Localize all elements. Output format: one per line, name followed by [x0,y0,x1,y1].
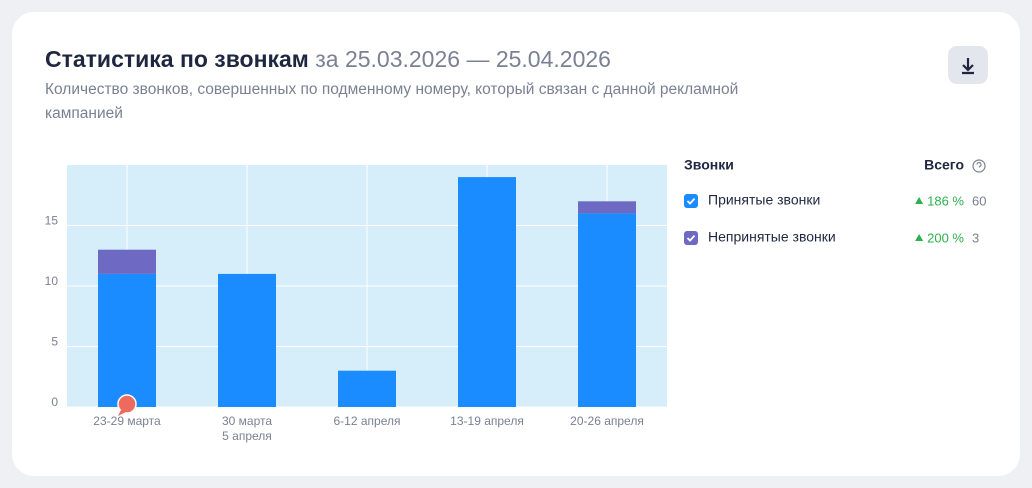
download-icon [962,58,974,75]
x-tick-label: 20-26 апреля [570,414,644,428]
x-tick-label: 5 апреля [222,429,272,443]
bar [458,177,516,407]
change-label: 186 % [927,193,964,208]
y-tick-label: 10 [45,274,59,288]
bar [338,370,396,407]
event-marker [117,394,137,416]
x-tick-label: 6-12 апреля [334,414,401,428]
help-icon [972,159,986,173]
period: за 25.03.2026 — 25.04.2026 [315,46,611,72]
help-q [976,162,982,168]
bar [98,273,156,407]
change-arrow [915,234,924,241]
check [686,234,696,242]
download-button[interactable] [948,46,988,84]
change-label: 200 % [927,230,964,245]
bar [218,273,276,407]
marker-tail [118,410,126,416]
legend-header: Звонки [684,157,734,173]
y-tick-label: 0 [51,395,58,409]
legend-total: 3 [972,230,979,245]
change-arrow [915,197,924,204]
legend-total-header: Всего [924,157,964,173]
legend-item[interactable]: Принятые звонки 186 % 60 [684,192,986,209]
y-tick-label: 15 [45,214,59,228]
title-text: Статистика по звонкам [45,46,309,72]
check [686,197,696,205]
legend-label: Непринятые звонки [708,229,836,245]
marker-dot [117,394,137,414]
bar [578,213,636,407]
legend-total: 60 [972,193,986,208]
bar [98,249,156,274]
bar [578,201,636,214]
x-tick-label: 23-29 марта [93,414,161,428]
legend-checkbox [684,194,698,208]
subtitle: Количество звонков, совершенных по подме… [45,81,739,122]
legend-checkbox [684,231,698,245]
x-tick-label: 30 марта [222,414,272,428]
title: Статистика по звонкам за 25.03.2026 — 25… [45,46,611,73]
x-tick-label: 13-19 апреля [450,414,524,428]
legend-label: Принятые звонки [708,192,820,208]
y-tick-label: 5 [51,335,58,349]
legend-item[interactable]: Непринятые звонки 200 % 3 [684,229,979,246]
